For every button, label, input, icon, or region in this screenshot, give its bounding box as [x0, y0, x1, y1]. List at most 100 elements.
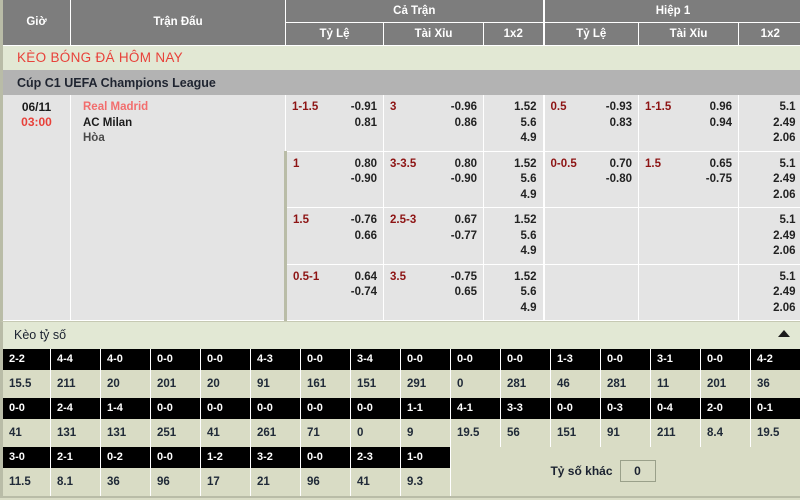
ft-handicap-under[interactable]: -0.74 [350, 286, 377, 298]
h1-1x2-draw[interactable]: 2.49 [773, 229, 796, 242]
ft-1x2-home[interactable]: 1.52 [514, 270, 537, 283]
correct-score-odd[interactable]: 91 [601, 419, 650, 447]
home-team-name[interactable]: Real Madrid [83, 101, 149, 113]
h1-ou-under[interactable]: 0.94 [709, 116, 732, 129]
h1-handicap-cell[interactable]: 0-0.5 0.70 -0.80 [542, 151, 639, 208]
correct-score-odd[interactable]: 251 [151, 419, 200, 447]
correct-score-odd[interactable]: 281 [501, 370, 550, 398]
ft-ou-over[interactable]: 0.67 [454, 214, 477, 226]
ft-ou-over[interactable]: -0.75 [450, 270, 477, 283]
h1-1x2-home[interactable]: 5.1 [779, 270, 796, 283]
h1-1x2-away[interactable]: 2.06 [773, 188, 796, 201]
correct-score-cell[interactable]: 2-2 15.5 [0, 349, 51, 398]
correct-score-odd[interactable]: 46 [551, 370, 600, 398]
correct-score-cell[interactable]: 2-0 8.4 [700, 398, 751, 447]
h1-handicap-cell[interactable] [542, 264, 639, 321]
correct-score-cell[interactable]: 0-0 161 [300, 349, 351, 398]
ft-handicap-over[interactable]: -0.91 [350, 101, 377, 113]
correct-score-cell[interactable]: 4-3 91 [250, 349, 301, 398]
correct-score-cell[interactable]: 4-4 211 [50, 349, 101, 398]
ft-ou-over[interactable]: 0.80 [454, 157, 477, 170]
correct-score-cell[interactable]: 1-2 17 [200, 447, 251, 496]
h1-1x2-draw[interactable]: 2.49 [773, 116, 796, 129]
correct-score-odd[interactable]: 11 [651, 370, 700, 398]
correct-score-odd[interactable]: 20 [101, 370, 150, 398]
correct-score-cell[interactable]: 3-0 11.5 [0, 447, 51, 496]
correct-score-cell[interactable]: 0-0 41 [200, 398, 251, 447]
correct-score-header[interactable]: Kèo tỷ số [0, 321, 800, 349]
h1-overunder-cell[interactable] [638, 207, 739, 265]
ft-handicap-under[interactable]: -0.90 [350, 173, 377, 185]
correct-score-odd[interactable]: 161 [301, 370, 350, 398]
ft-1x2-away[interactable]: 4.9 [520, 132, 537, 144]
h1-handicap-over[interactable]: -0.93 [605, 101, 632, 113]
correct-score-odd[interactable]: 96 [151, 468, 200, 496]
correct-score-cell[interactable]: 0-0 0 [450, 349, 501, 398]
ft-1x2-cell[interactable]: 1.52 5.6 4.9 [483, 207, 544, 265]
ft-1x2-draw[interactable]: 5.6 [520, 116, 537, 129]
correct-score-odd[interactable]: 201 [151, 370, 200, 398]
ft-handicap-over[interactable]: 0.80 [354, 157, 377, 170]
ft-ou-over[interactable]: -0.96 [450, 101, 477, 113]
correct-score-odd[interactable]: 131 [101, 419, 150, 447]
ft-overunder-cell[interactable]: 3-3.5 0.80 -0.90 [383, 151, 484, 208]
correct-score-odd[interactable]: 56 [501, 419, 550, 447]
correct-score-cell[interactable]: 0-0 41 [0, 398, 51, 447]
correct-score-odd[interactable]: 41 [201, 419, 250, 447]
correct-score-cell[interactable]: 3-2 21 [250, 447, 301, 496]
ft-1x2-home[interactable]: 1.52 [514, 214, 537, 226]
correct-score-odd[interactable]: 0 [451, 370, 500, 398]
correct-score-odd[interactable]: 15.5 [3, 370, 50, 398]
h1-1x2-cell[interactable]: 5.1 2.49 2.06 [737, 264, 800, 321]
h1-overunder-cell[interactable]: 1-1.5 0.96 0.94 [638, 95, 739, 152]
ft-1x2-cell[interactable]: 1.52 5.6 4.9 [483, 264, 544, 321]
correct-score-cell[interactable]: 0-0 96 [300, 447, 351, 496]
correct-score-odd[interactable]: 211 [51, 370, 100, 398]
correct-score-odd[interactable]: 201 [701, 370, 750, 398]
ft-handicap-under[interactable]: 0.81 [354, 116, 377, 129]
correct-score-cell[interactable]: 3-3 56 [500, 398, 551, 447]
correct-score-odd[interactable]: 9.3 [401, 468, 450, 496]
correct-score-cell[interactable]: 0-2 36 [100, 447, 151, 496]
h1-handicap-over[interactable]: 0.70 [609, 157, 632, 170]
correct-score-odd[interactable]: 96 [301, 468, 350, 496]
triangle-up-icon[interactable] [778, 330, 790, 337]
correct-score-odd[interactable]: 131 [51, 419, 100, 447]
correct-score-odd[interactable]: 281 [601, 370, 650, 398]
correct-score-cell[interactable]: 0-0 96 [150, 447, 201, 496]
correct-score-odd[interactable]: 91 [251, 370, 300, 398]
correct-score-cell[interactable]: 2-3 41 [350, 447, 401, 496]
correct-score-odd[interactable]: 20 [201, 370, 250, 398]
h1-ou-over[interactable]: 0.65 [709, 157, 732, 170]
correct-score-cell[interactable]: 0-0 151 [550, 398, 601, 447]
correct-score-cell[interactable]: 0-4 211 [650, 398, 701, 447]
correct-score-odd[interactable]: 151 [551, 419, 600, 447]
correct-score-cell[interactable]: 1-3 46 [550, 349, 601, 398]
correct-score-cell[interactable]: 0-0 0 [350, 398, 401, 447]
correct-score-cell[interactable]: 0-0 201 [150, 349, 201, 398]
ft-1x2-cell[interactable]: 1.52 5.6 4.9 [483, 95, 544, 152]
h1-1x2-cell[interactable]: 5.1 2.49 2.06 [737, 207, 800, 265]
ft-handicap-over[interactable]: -0.76 [350, 214, 377, 226]
correct-score-cell[interactable]: 0-0 201 [700, 349, 751, 398]
h1-handicap-under[interactable]: 0.83 [609, 116, 632, 129]
correct-score-cell[interactable]: 4-0 20 [100, 349, 151, 398]
ft-ou-under[interactable]: 0.86 [454, 116, 477, 129]
correct-score-odd[interactable]: 151 [351, 370, 400, 398]
correct-score-cell[interactable]: 1-4 131 [100, 398, 151, 447]
ft-1x2-draw[interactable]: 5.6 [520, 229, 537, 242]
correct-score-odd[interactable]: 17 [201, 468, 250, 496]
ft-handicap-cell[interactable]: 0.5-1 0.64 -0.74 [284, 264, 384, 321]
correct-score-cell[interactable]: 0-0 261 [250, 398, 301, 447]
h1-1x2-home[interactable]: 5.1 [779, 214, 796, 226]
correct-score-odd[interactable]: 19.5 [451, 419, 500, 447]
correct-score-cell[interactable]: 0-0 20 [200, 349, 251, 398]
ft-overunder-cell[interactable]: 2.5-3 0.67 -0.77 [383, 207, 484, 265]
ft-1x2-home[interactable]: 1.52 [514, 101, 537, 113]
ft-1x2-draw[interactable]: 5.6 [520, 286, 537, 298]
correct-score-odd[interactable]: 211 [651, 419, 700, 447]
ft-overunder-cell[interactable]: 3.5 -0.75 0.65 [383, 264, 484, 321]
correct-score-cell[interactable]: 0-0 71 [300, 398, 351, 447]
h1-ou-over[interactable]: 0.96 [709, 101, 732, 113]
correct-score-odd[interactable]: 19.5 [751, 419, 800, 447]
